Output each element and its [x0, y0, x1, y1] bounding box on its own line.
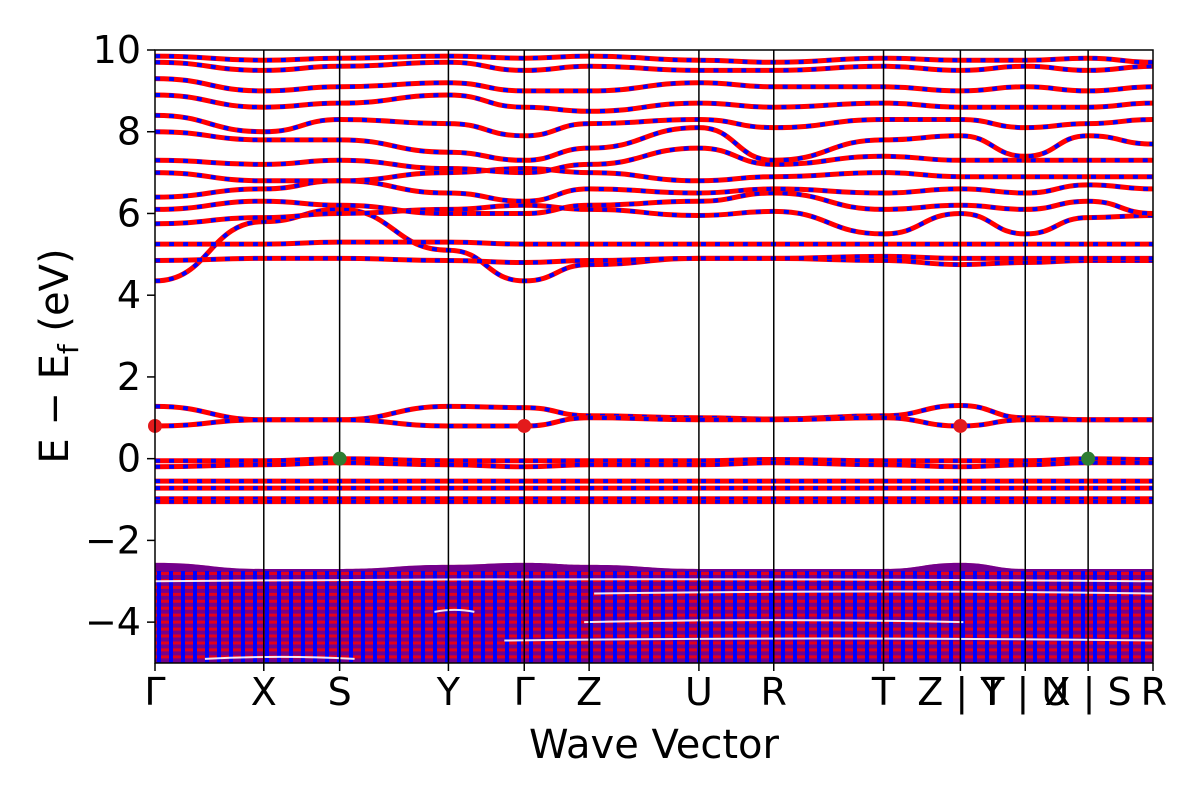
band-edge-markers [148, 418, 1096, 466]
x-tick-label: Γ [144, 670, 165, 714]
valence-gap [594, 590, 1153, 595]
y-tick-label: −4 [85, 600, 141, 644]
x-tick-label: Z | Y [917, 670, 1004, 715]
x-tick-label: X | S [1045, 670, 1132, 715]
x-tick-label: X [251, 670, 277, 714]
band-line-down [155, 76, 1153, 93]
x-tick-label: Y [436, 670, 461, 714]
x-tick-label: S [328, 670, 352, 714]
y-tick-label: 10 [93, 28, 141, 72]
y-axis-label-main: E − E [32, 354, 78, 464]
y-tick-label: −2 [85, 518, 141, 562]
vbm-marker [332, 451, 347, 466]
high-symmetry-lines [263, 50, 1089, 663]
y-tick-label: 2 [117, 355, 141, 399]
valence-gap [155, 578, 1153, 583]
x-axis-label: Wave Vector [529, 722, 780, 768]
band-line-down [155, 113, 1153, 138]
x-tick-label: Γ [514, 670, 535, 714]
x-tick-label: T | U [980, 670, 1069, 715]
valence-gap [434, 608, 475, 613]
x-tick-label: T [871, 670, 896, 714]
band-line-up [155, 239, 1153, 247]
y-axis: 10 8 6 4 2 0 −2 −4 [85, 28, 155, 644]
y-tick-label: 6 [117, 191, 141, 235]
y-axis-label: E − Ef (eV) [32, 248, 85, 463]
x-tick-label: U [685, 670, 713, 714]
y-axis-label-sub: f [52, 343, 85, 354]
x-tick-label: R [761, 670, 787, 714]
valence-band-region [155, 562, 1153, 663]
x-tick-label: R [1141, 670, 1167, 714]
cbm-marker [953, 418, 968, 433]
cbm-marker [517, 418, 532, 433]
band-line-up [155, 456, 1153, 464]
y-axis-label-unit: (eV) [32, 248, 78, 344]
vbm-marker [1081, 451, 1096, 466]
valence-gap [204, 655, 355, 660]
x-tick-label: Z [576, 670, 602, 714]
y-tick-label: 8 [117, 110, 141, 154]
y-tick-label: 4 [117, 273, 141, 317]
valence-gap [504, 637, 1153, 642]
plot-frame [154, 49, 1154, 664]
y-tick-label: 0 [117, 437, 141, 481]
